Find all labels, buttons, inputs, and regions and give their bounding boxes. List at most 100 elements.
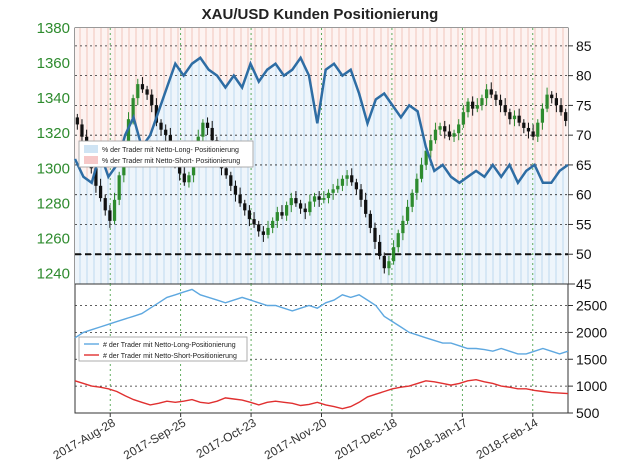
percent-axis: 45 50 55 60 65 70 75 80 85	[568, 38, 592, 292]
candle-body	[461, 112, 465, 125]
percent-tick-label: 60	[576, 187, 592, 203]
candle-body	[424, 150, 428, 165]
candle-body	[550, 94, 554, 99]
percent-tick-label: 65	[576, 157, 592, 173]
price-panel: 1240 1260 1280 1300 1320 1340 1360 1380 45 50 55 6…	[37, 20, 592, 292]
legend-label-long: % der Trader mit Netto-Long- Positionier…	[102, 147, 239, 154]
candle-body	[126, 119, 131, 148]
candle-body	[531, 131, 535, 137]
candle-body	[331, 189, 335, 193]
candle-body	[187, 175, 191, 183]
candle-body	[275, 212, 279, 221]
candle-body	[378, 241, 382, 256]
candle-body	[410, 192, 414, 207]
percent-tick-label: 55	[576, 216, 592, 232]
candle-body	[210, 127, 214, 141]
candle-body	[522, 122, 526, 128]
candle-body	[512, 115, 517, 120]
percent-tick-label: 80	[576, 68, 592, 84]
date-tick-label: 2017-Oct-23	[194, 415, 259, 461]
legend-swatch-long	[84, 145, 98, 153]
candle-body	[317, 196, 321, 200]
date-tick-label: 2018-Jan-17	[404, 415, 470, 461]
legend-label-short: % der Trader mit Netto-Short- Positionie…	[102, 158, 240, 165]
candle-body	[564, 112, 568, 121]
candle-body	[336, 185, 340, 190]
count-panel: 500 1000 1500 2000 2500	[74, 283, 607, 421]
candle-body	[159, 122, 163, 130]
candle-body	[243, 203, 247, 211]
candle-body	[261, 231, 265, 235]
count-axis: 500 1000 1500 2000 2500	[568, 298, 607, 421]
candle-body	[359, 189, 363, 200]
candle-body	[271, 220, 275, 228]
candle-body	[108, 210, 112, 221]
candle-body	[266, 227, 270, 235]
date-tick-label: 2017-Dec-18	[332, 415, 399, 462]
candle-body	[298, 203, 303, 209]
legend-label-short-count: # der Trader mit Netto-Short-Positionier…	[103, 353, 237, 360]
candle-body	[368, 213, 372, 228]
candle-body	[94, 168, 98, 186]
candle-body	[494, 94, 498, 100]
candle-body	[498, 99, 503, 106]
candle-body	[382, 255, 386, 269]
candle-body	[178, 163, 182, 174]
date-tick-label: 2017-Nov-20	[262, 415, 329, 462]
candle-body	[229, 175, 233, 186]
candle-body	[471, 101, 475, 109]
bottom-legend: # der Trader mit Netto-Long-Positionieru…	[78, 336, 248, 362]
candle-body	[205, 122, 210, 128]
candle-body	[345, 175, 349, 179]
candle-body	[466, 101, 470, 113]
candle-body	[443, 126, 447, 132]
short-position-area	[75, 28, 568, 183]
candle-body	[405, 206, 410, 221]
candle-body	[326, 192, 331, 199]
candle-body	[354, 182, 359, 190]
candle-body	[308, 201, 312, 213]
long-percent-series	[73, 55, 569, 186]
candle-body	[401, 220, 405, 234]
candle-body	[517, 115, 521, 123]
candle-body	[252, 219, 256, 225]
candle-body	[280, 212, 284, 216]
candle-body	[289, 198, 293, 206]
candle-body	[238, 194, 242, 204]
candle-body	[429, 140, 433, 151]
candle-body	[396, 233, 400, 248]
price-tick-label: 1280	[37, 195, 70, 212]
candle-body	[457, 124, 461, 134]
candle-body	[103, 198, 107, 211]
candle-body	[322, 198, 326, 200]
price-tick-label: 1380	[37, 20, 70, 37]
candle-body	[387, 261, 391, 269]
count-tick-label: 2500	[576, 298, 607, 314]
candle-body	[164, 129, 168, 135]
candle-body	[294, 198, 298, 204]
candle-body	[554, 98, 559, 106]
candle-body	[391, 247, 396, 262]
candle-body	[112, 199, 117, 221]
candle-body	[145, 89, 149, 95]
short-count-series	[74, 378, 569, 410]
date-tick-label: 2018-Feb-14	[474, 415, 541, 462]
candle-body	[447, 131, 452, 137]
price-tick-label: 1320	[37, 125, 70, 142]
percent-tick-label: 75	[576, 97, 592, 113]
top-legend: % der Trader mit Netto-Long- Positionier…	[78, 140, 254, 168]
candle-body	[284, 205, 289, 216]
candle-body	[233, 185, 238, 195]
percent-tick-label: 50	[576, 246, 592, 262]
date-tick-label: 2017-Sep-25	[121, 415, 188, 462]
candle-body	[536, 122, 540, 137]
candle-body	[136, 84, 140, 99]
candle-body	[247, 210, 252, 220]
price-tick-label: 1360	[37, 55, 70, 72]
candle-body	[484, 89, 489, 99]
candle-body	[438, 126, 442, 130]
count-tick-label: 2000	[576, 324, 607, 340]
percent-tick-label: 45	[576, 276, 592, 292]
candle-body	[117, 175, 121, 200]
